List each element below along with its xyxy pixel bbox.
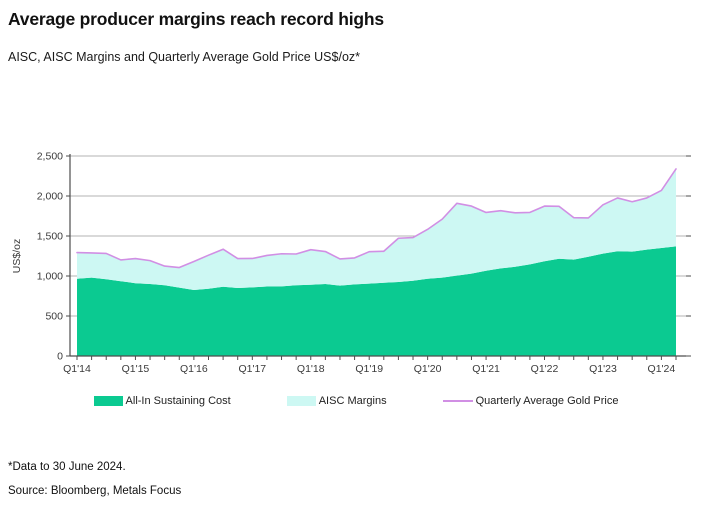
svg-text:Q1'21: Q1'21	[472, 363, 500, 375]
legend-swatch-gold	[442, 400, 473, 402]
chart-subtitle: AISC, AISC Margins and Quarterly Average…	[8, 50, 361, 64]
legend-swatch-margins	[286, 396, 316, 406]
stacked-area-chart: 0 500 1,000 1,500 2,000 2,500 Q1'14 Q1'15 Q1'16 Q…	[11, 151, 691, 375]
chart-title: Average producer margins reach record hi…	[8, 9, 384, 29]
svg-text:Q1'18: Q1'18	[297, 363, 325, 375]
legend-label-aisc: All-In Sustaining Cost	[125, 395, 231, 407]
svg-text:Q1'15: Q1'15	[122, 363, 150, 375]
footnote: *Data to 30 June 2024.	[8, 461, 126, 473]
svg-text:1,000: 1,000	[37, 271, 63, 283]
svg-text:Q1'20: Q1'20	[414, 363, 442, 375]
svg-text:Q1'24: Q1'24	[648, 363, 676, 375]
source-line: Source: Bloomberg, Metals Focus	[8, 485, 182, 497]
svg-text:500: 500	[45, 311, 63, 323]
svg-text:Q1'16: Q1'16	[180, 363, 208, 375]
svg-text:Q1'22: Q1'22	[531, 363, 559, 375]
legend: All-In Sustaining Cost AISC Margins Quar…	[0, 395, 712, 407]
svg-text:Q1'19: Q1'19	[355, 363, 383, 375]
svg-text:2,000: 2,000	[37, 191, 63, 203]
svg-text:0: 0	[57, 351, 63, 363]
legend-item-margins: AISC Margins	[286, 395, 387, 407]
svg-text:2,500: 2,500	[37, 151, 63, 163]
svg-text:Q1'14: Q1'14	[63, 363, 91, 375]
svg-text:Q1'17: Q1'17	[238, 363, 266, 375]
svg-text:US$/oz: US$/oz	[11, 239, 23, 273]
svg-text:Q1'23: Q1'23	[589, 363, 617, 375]
legend-item-gold-price: Quarterly Average Gold Price	[442, 395, 619, 407]
legend-label-gold-price: Quarterly Average Gold Price	[475, 395, 619, 407]
legend-label-margins: AISC Margins	[318, 395, 387, 407]
legend-swatch-aisc	[93, 396, 123, 406]
legend-item-aisc: All-In Sustaining Cost	[93, 395, 231, 407]
svg-text:1,500: 1,500	[37, 231, 63, 243]
